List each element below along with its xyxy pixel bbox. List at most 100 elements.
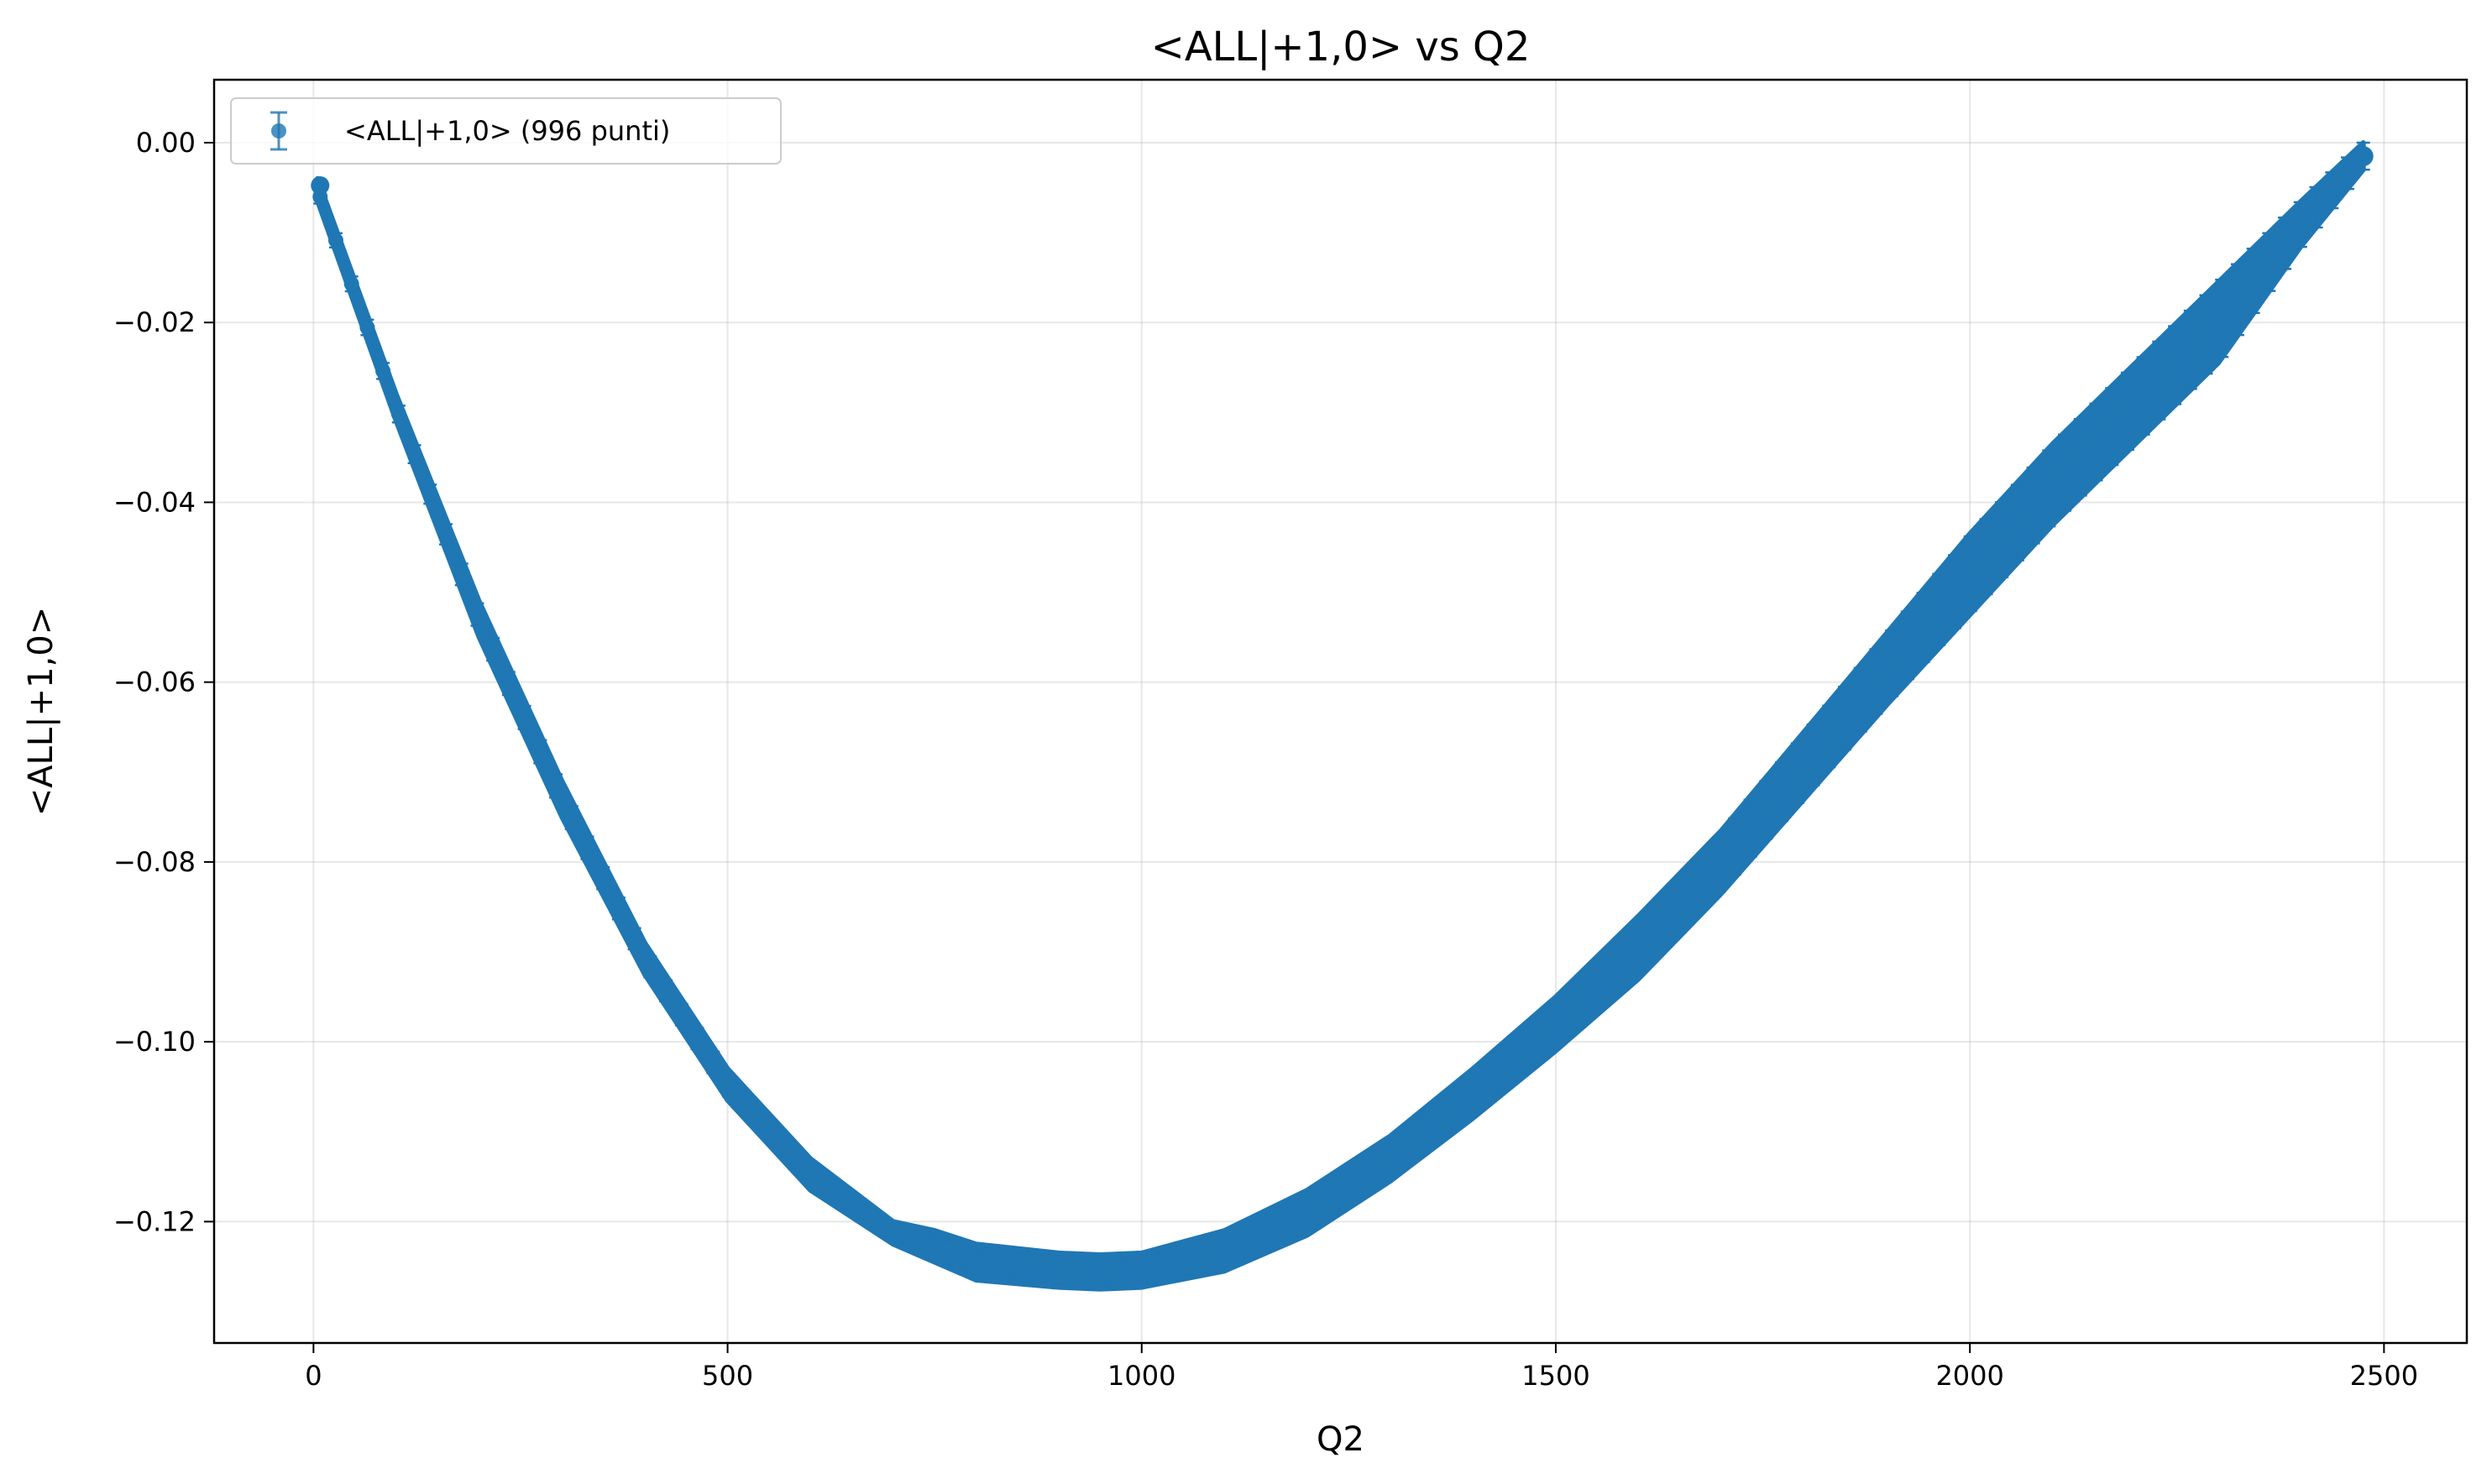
- data-point: [1522, 1037, 1538, 1053]
- data-point: [1082, 1263, 1098, 1279]
- data-point: [1349, 1172, 1365, 1188]
- grid-layer: [214, 80, 2467, 1343]
- data-point: [516, 709, 532, 725]
- x-tick-label: 0: [305, 1360, 322, 1392]
- data-point: [1051, 1262, 1067, 1278]
- data-point: [658, 983, 674, 999]
- data-point: [2041, 480, 2057, 496]
- data-point: [2277, 235, 2293, 251]
- data-point: [1019, 1259, 1035, 1275]
- data-point: [1947, 583, 1963, 599]
- data-point: [1428, 1115, 1444, 1131]
- data-point: [1711, 857, 1727, 873]
- data-point: [469, 607, 485, 623]
- data-point: [1255, 1225, 1271, 1241]
- y-tick-label: −0.04: [113, 486, 196, 518]
- plot-frame: [212, 78, 2468, 1345]
- data-point: [1742, 820, 1758, 836]
- data-point: [610, 901, 626, 917]
- y-tick-label: −0.06: [113, 666, 196, 698]
- data-point: [2072, 449, 2088, 465]
- data-point: [2339, 165, 2355, 181]
- data-point: [343, 276, 359, 292]
- data-point: [1145, 1260, 1161, 1276]
- data-point: [563, 810, 579, 826]
- legend-label: <ALL|+1,0> (996 punti): [344, 115, 670, 147]
- data-point: [768, 1129, 784, 1145]
- data-point: [736, 1095, 752, 1110]
- data-point: [830, 1186, 846, 1202]
- data-point: [1569, 995, 1585, 1011]
- data-point: [1915, 619, 1931, 635]
- data-point: [579, 840, 595, 856]
- data-point: [893, 1228, 909, 1244]
- y-tick-label: −0.12: [113, 1205, 196, 1237]
- data-point: [2198, 327, 2214, 342]
- data-point: [909, 1233, 925, 1249]
- data-point: [422, 486, 438, 502]
- data-point: [1475, 1077, 1491, 1093]
- data-point: [815, 1175, 831, 1191]
- x-tick-label: 2000: [1935, 1360, 2003, 1392]
- data-point: [2261, 254, 2277, 270]
- data-point: [532, 744, 548, 760]
- data-point: [972, 1255, 988, 1271]
- y-tick-label: −0.02: [113, 306, 196, 338]
- data-point: [311, 175, 330, 195]
- y-axis-title: <ALL|+1,0>: [22, 607, 60, 817]
- legend-dot: [271, 123, 286, 138]
- data-point: [327, 233, 343, 248]
- data-point: [1381, 1152, 1397, 1168]
- data-point: [1192, 1248, 1208, 1264]
- data-point: [2135, 388, 2151, 404]
- data-point: [406, 447, 422, 462]
- data-point: [359, 320, 375, 336]
- data-point: [2229, 291, 2245, 307]
- data-point: [1789, 766, 1805, 781]
- data-point: [390, 406, 406, 422]
- chart-title: <ALL|+1,0> vs Q2: [1151, 24, 1531, 71]
- data-point: [1632, 938, 1648, 954]
- data-point: [1585, 981, 1601, 997]
- data-point: [2292, 217, 2308, 233]
- y-tick-label: 0.00: [136, 127, 196, 159]
- data-point: [2088, 434, 2104, 450]
- data-point: [485, 641, 501, 657]
- data-point: [2245, 273, 2261, 289]
- data-point: [1899, 637, 1915, 653]
- x-tick-label: 500: [702, 1360, 753, 1392]
- data-point: [2151, 373, 2167, 389]
- data-point: [1412, 1127, 1428, 1143]
- data-point: [500, 676, 516, 692]
- data-point: [878, 1220, 894, 1236]
- data-point: [1113, 1263, 1129, 1279]
- data-point: [2009, 515, 2025, 530]
- data-point: [1161, 1256, 1177, 1272]
- data-point: [1695, 873, 1711, 889]
- data-point: [988, 1256, 1004, 1272]
- data-point: [2119, 403, 2135, 419]
- data-point: [799, 1163, 815, 1179]
- data-point: [1554, 1011, 1570, 1027]
- data-point: [1035, 1261, 1051, 1277]
- data-point: [1333, 1183, 1349, 1199]
- data-point: [752, 1112, 768, 1128]
- data-point: [642, 959, 658, 975]
- data-point: [1868, 673, 1884, 689]
- data-point: [1821, 729, 1837, 745]
- data-point: [1176, 1252, 1192, 1268]
- data-point: [438, 526, 454, 542]
- data-point: [2214, 311, 2230, 327]
- data-point: [1726, 839, 1742, 854]
- data-point: [626, 931, 642, 947]
- data-point: [1884, 656, 1900, 671]
- data-point: [1491, 1063, 1507, 1079]
- data-point: [1302, 1203, 1318, 1219]
- x-tick-label: 1000: [1107, 1360, 1175, 1392]
- x-axis-title: Q2: [1317, 1420, 1364, 1459]
- data-point: [1365, 1162, 1381, 1178]
- data-point: [1994, 531, 2010, 547]
- data-point: [1679, 889, 1695, 905]
- data-point: [2182, 342, 2198, 358]
